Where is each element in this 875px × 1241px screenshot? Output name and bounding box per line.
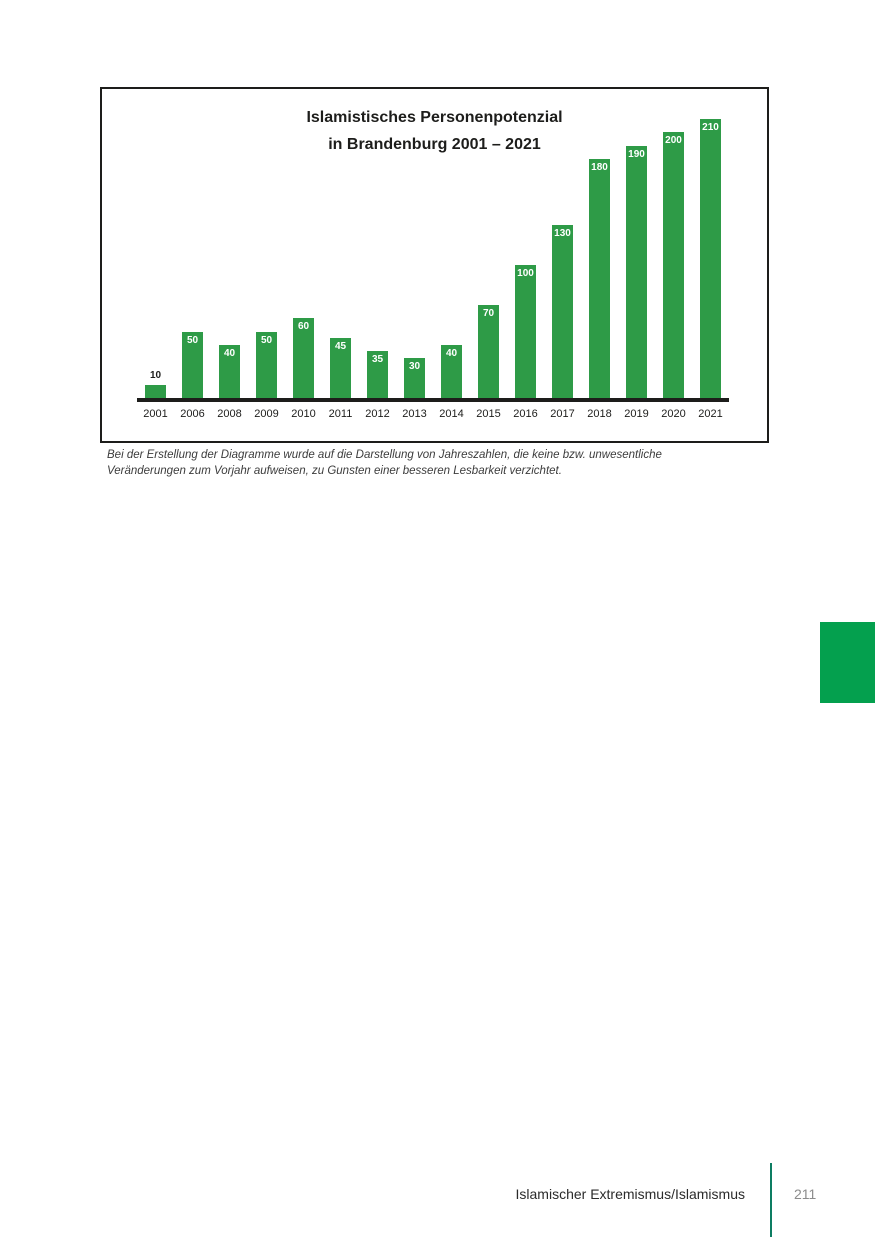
x-tick-2018: 2018 [587,408,612,420]
bar-2018: 180 [589,159,610,398]
bar-value-label-2006: 50 [186,335,199,346]
bar-slot-2001: 10 [137,370,174,398]
bar-value-label-2010: 60 [297,321,310,332]
bar-slot-2008: 40 [211,345,248,398]
bar-value-label-2011: 45 [334,341,347,352]
bar-value-label-2015: 70 [482,308,495,319]
bar-2015: 70 [478,305,499,398]
bar-slot-2018: 180 [581,159,618,398]
bar-value-label-2017: 130 [554,228,571,239]
chart-footnote: Bei der Erstellung der Diagramme wurde a… [107,448,767,479]
bar-slot-2017: 130 [544,225,581,398]
bar-2011: 45 [330,338,351,398]
bar-2008: 40 [219,345,240,398]
x-tick-2012: 2012 [365,408,390,420]
bar-value-label-2008: 40 [223,348,236,359]
bar-2010: 60 [293,318,314,398]
bar-value-label-2020: 200 [665,135,682,146]
bar-2001 [145,385,166,398]
bar-2020: 200 [663,132,684,398]
bar-2019: 190 [626,146,647,398]
x-tick-2011: 2011 [328,408,353,420]
plot-area: 10 50 40 50 60 45 35 30 40 70 100 130 180 190 200 210 [137,119,729,398]
bar-value-label-2001: 10 [149,370,162,381]
bar-slot-2011: 45 [322,338,359,398]
x-tick-2014: 2014 [439,408,464,420]
bar-value-label-2018: 180 [591,162,608,173]
bar-value-label-2009: 50 [260,335,273,346]
chart-title: Islamistisches Personenpotenzial [306,109,563,126]
bar-value-label-2016: 100 [517,268,534,279]
x-tick-2016: 2016 [513,408,538,420]
x-tick-2019: 2019 [624,408,649,420]
bar-slot-2014: 40 [433,345,470,398]
bar-slot-2013: 30 [396,358,433,398]
bar-2016: 100 [515,265,536,398]
chart-subtitle: in Brandenburg 2001 – 2021 [328,136,541,153]
x-tick-2006: 2006 [180,408,205,420]
bar-2006: 50 [182,332,203,398]
bar-2017: 130 [552,225,573,398]
x-tick-2013: 2013 [402,408,427,420]
footnote-line-2: Veränderungen zum Vorjahr aufweisen, zu … [107,464,562,477]
bar-value-label-2021: 210 [702,122,719,133]
bar-2014: 40 [441,345,462,398]
bar-slot-2016: 100 [507,265,544,398]
bar-slot-2021: 210 [692,119,729,398]
x-tick-2017: 2017 [550,408,575,420]
x-tick-2020: 2020 [661,408,686,420]
bar-slot-2019: 190 [618,146,655,398]
x-axis-labels: 2001 2006 2008 2009 2010 2011 2012 2013 2014 2015… [137,408,729,421]
x-tick-2015: 2015 [476,408,501,420]
chart-container: Islamistisches Personenpotenzial in Bran… [100,87,769,443]
section-tab [820,622,875,703]
footnote-line-1: Bei der Erstellung der Diagramme wurde a… [107,449,662,461]
page-number: 211 [794,1186,817,1202]
bar-value-label-2013: 30 [408,361,421,372]
bar-2009: 50 [256,332,277,398]
bar-slot-2006: 50 [174,332,211,398]
x-tick-2021: 2021 [698,408,723,420]
bar-slot-2010: 60 [285,318,322,398]
bar-slot-2012: 35 [359,351,396,398]
bar-value-label-2014: 40 [445,348,458,359]
footer-divider-line [770,1163,772,1237]
bar-2013: 30 [404,358,425,398]
footer-section-title: Islamischer Extremismus/Islamismus [515,1186,745,1202]
x-axis-line [137,398,729,402]
bar-value-label-2019: 190 [628,149,645,160]
x-tick-2001: 2001 [143,408,168,420]
bar-slot-2020: 200 [655,132,692,398]
x-tick-2009: 2009 [254,408,279,420]
x-tick-2010: 2010 [291,408,316,420]
bar-2021: 210 [700,119,721,398]
x-tick-2008: 2008 [217,408,242,420]
bar-slot-2009: 50 [248,332,285,398]
bar-slot-2015: 70 [470,305,507,398]
bar-value-label-2012: 35 [371,354,384,365]
bar-2012: 35 [367,351,388,398]
